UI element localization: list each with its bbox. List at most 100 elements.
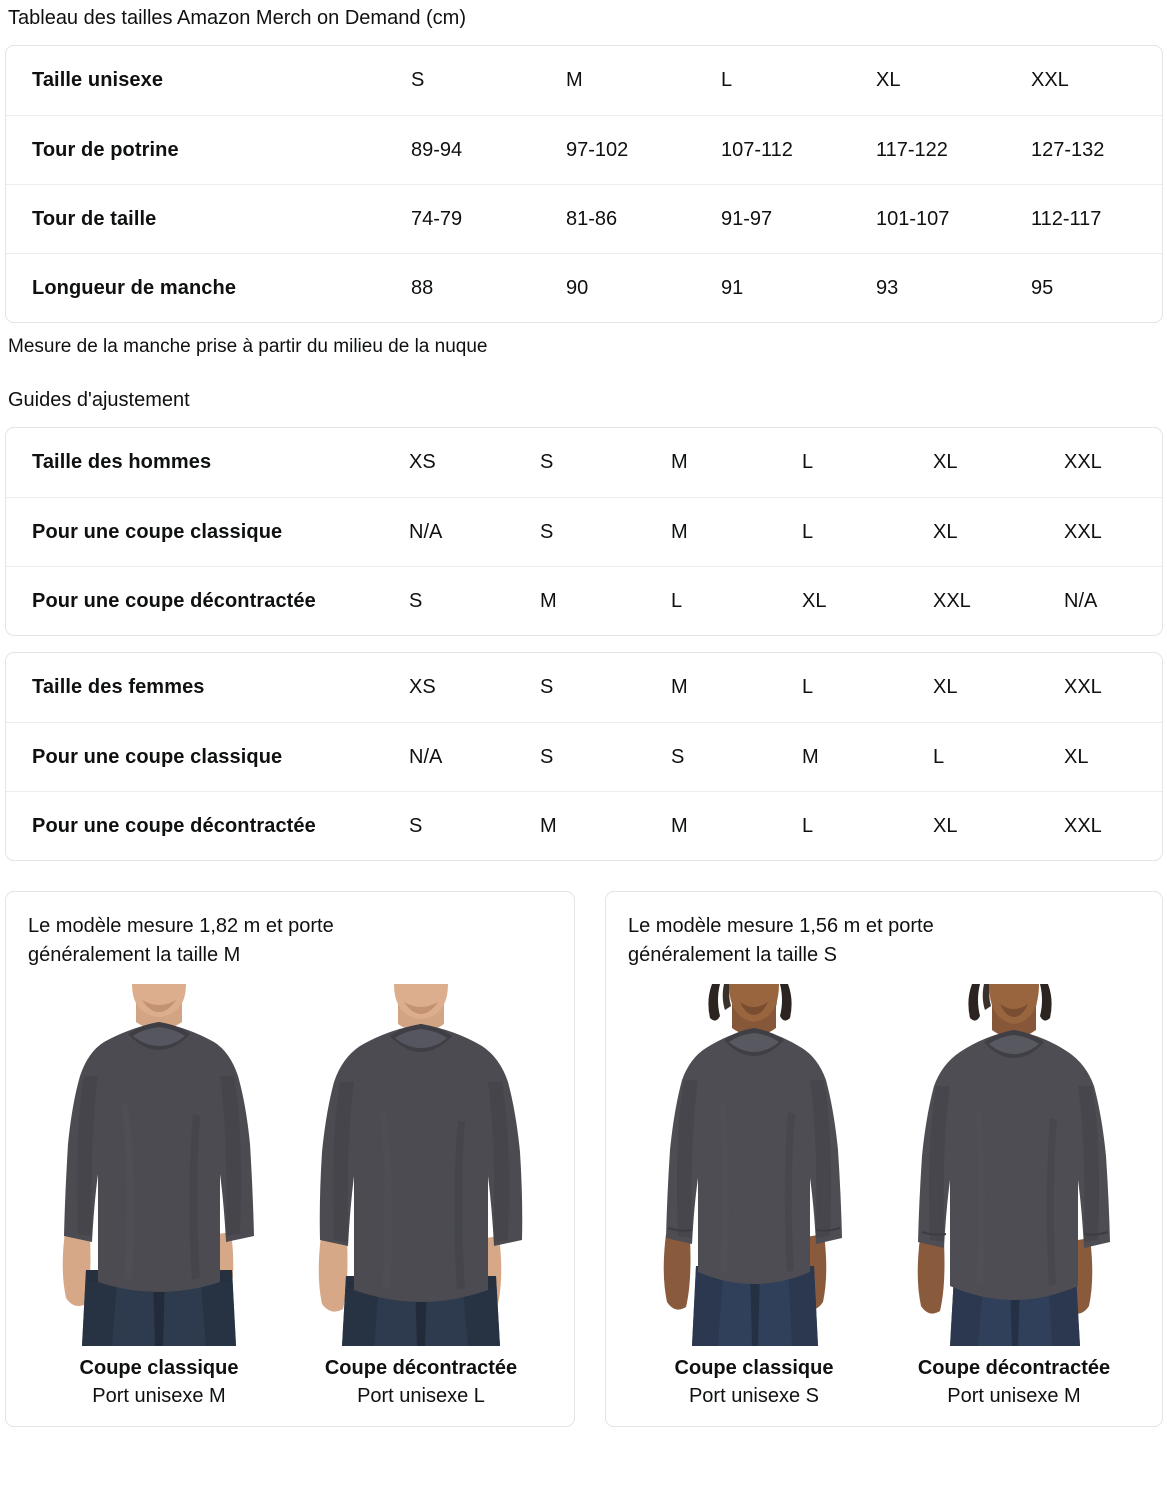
row-label: Pour une coupe décontractée [32,814,316,837]
table-cell: L [802,520,814,543]
page-title: Tableau des tailles Amazon Merch on Dema… [8,7,466,29]
female-model-relaxed-fit-photo [888,984,1140,1346]
table-cell: M [671,451,688,473]
label-block: Coupe décontractée Port unisexe L [290,1354,552,1410]
table-cell: S [540,676,554,698]
table-cell: 74-79 [411,207,463,230]
table-row: Taille des femmes XS S M L XL XXL [6,653,1162,722]
female-model-classic-fit-photo [628,984,880,1346]
table-cell: XXL [1064,814,1102,837]
table-cell: XXL [933,589,971,612]
table-cell: XS [409,451,436,473]
male-model-relaxed-fit-photo [290,984,552,1346]
table-cell: XL [933,814,958,837]
table-cell: M [540,814,557,837]
table-cell: XS [409,676,436,698]
table-cell: XL [1064,745,1089,768]
table-cell: 91 [721,276,744,299]
table-cell: 81-86 [566,207,618,230]
table-cell: M [671,676,688,698]
row-label: Longueur de manche [32,276,237,299]
male-photos [28,984,552,1346]
table-row: Taille des hommes XS S M L XL XXL [6,428,1162,497]
table-cell: N/A [409,520,443,543]
female-photos [628,984,1140,1346]
table-row: Pour une coupe décontractée S M M L XL X… [6,791,1162,860]
table-cell: XXL [1031,69,1069,91]
table-row: Longueur de manche 88 90 91 93 95 [6,253,1162,322]
table-cell: 91-97 [721,207,773,230]
table-cell: M [566,69,583,91]
table-cell: 90 [566,276,589,299]
table-cell: S [540,451,554,473]
table-cell: S [540,745,554,768]
table-cell: L [671,589,683,612]
row-label: Taille unisexe [32,69,164,91]
table-cell: M [540,589,557,612]
label-block: Coupe classique Port unisexe S [628,1354,880,1410]
table-row: Taille unisexe S M L XL XXL [6,46,1162,115]
womens-fit-guide-table: Taille des femmes XS S M L XL XXL Pour u… [5,652,1163,861]
table-cell: L [802,676,814,698]
table-cell: S [411,69,425,91]
table-row: Pour une coupe classique N/A S S M L XL [6,722,1162,791]
table-cell: 101-107 [876,207,950,230]
row-label: Taille des femmes [32,676,205,698]
fit-size: Port unisexe S [688,1385,820,1407]
table-cell: XL [933,451,958,473]
table-cell: S [540,520,554,543]
fit-size: Port unisexe L [357,1385,485,1407]
row-label: Pour une coupe décontractée [32,589,316,612]
table-cell: 107-112 [721,138,793,161]
table-cell: XL [933,676,958,698]
table-cell: L [933,745,945,768]
fit-size: Port unisexe M [947,1385,1081,1407]
table-cell: S [409,814,423,837]
table-cell: N/A [1064,589,1098,612]
table-cell: XXL [1064,520,1102,543]
table-cell: 88 [411,276,434,299]
female-model-card: Le modèle mesure 1,56 m et porte général… [605,891,1163,1427]
table-cell: S [409,589,423,612]
male-photo-labels: Coupe classique Port unisexe M Coupe déc… [28,1354,552,1410]
table-cell: 117-122 [876,138,948,161]
table-row: Pour une coupe décontractée S M L XL XXL… [6,566,1162,635]
table-cell: XL [802,589,827,612]
table-cell: 112-117 [1031,207,1102,230]
row-label: Taille des hommes [32,451,212,473]
table-row: Tour de taille 74-79 81-86 91-97 101-107… [6,184,1162,253]
model-height-note: Le modèle mesure 1,56 m et porte général… [628,915,934,966]
sleeve-measurement-note: Mesure de la manche prise à partir du mi… [8,336,488,357]
fit-name: Coupe décontractée [324,1357,518,1379]
table-cell: 89-94 [411,138,463,161]
table-cell: L [802,451,814,473]
mens-fit-guide-table: Taille des hommes XS S M L XL XXL Pour u… [5,427,1163,636]
table-cell: XXL [1064,451,1102,473]
male-model-classic-fit-photo [28,984,290,1346]
table-cell: N/A [409,745,443,768]
size-chart-page: Tableau des tailles Amazon Merch on Dema… [0,7,1167,1427]
fit-name: Coupe classique [674,1357,834,1379]
row-label: Tour de taille [32,207,157,230]
table-cell: 93 [876,276,899,299]
table-row: Tour de potrine 89-94 97-102 107-112 117… [6,115,1162,184]
fit-size: Port unisexe M [92,1385,226,1407]
table-cell: XL [933,520,958,543]
row-label: Tour de potrine [32,138,179,161]
table-spacer [0,636,1167,652]
model-height-note: Le modèle mesure 1,82 m et porte général… [28,915,334,966]
table-cell: L [802,814,814,837]
fit-name: Coupe classique [79,1357,239,1379]
fit-name: Coupe décontractée [917,1357,1111,1379]
table-cell: 95 [1031,276,1054,299]
row-label: Pour une coupe classique [32,520,283,543]
table-cell: L [721,69,733,91]
table-cell: XL [876,69,901,91]
model-cards-row: Le modèle mesure 1,82 m et porte général… [5,891,1163,1427]
unisex-size-table: Taille unisexe S M L XL XXL Tour de potr… [5,45,1163,323]
table-cell: 127-132 [1031,138,1105,161]
table-cell: S [671,745,685,768]
table-row: Pour une coupe classique N/A S M L XL XX… [6,497,1162,566]
label-block: Coupe décontractée Port unisexe M [888,1354,1140,1410]
table-cell: M [802,745,819,768]
